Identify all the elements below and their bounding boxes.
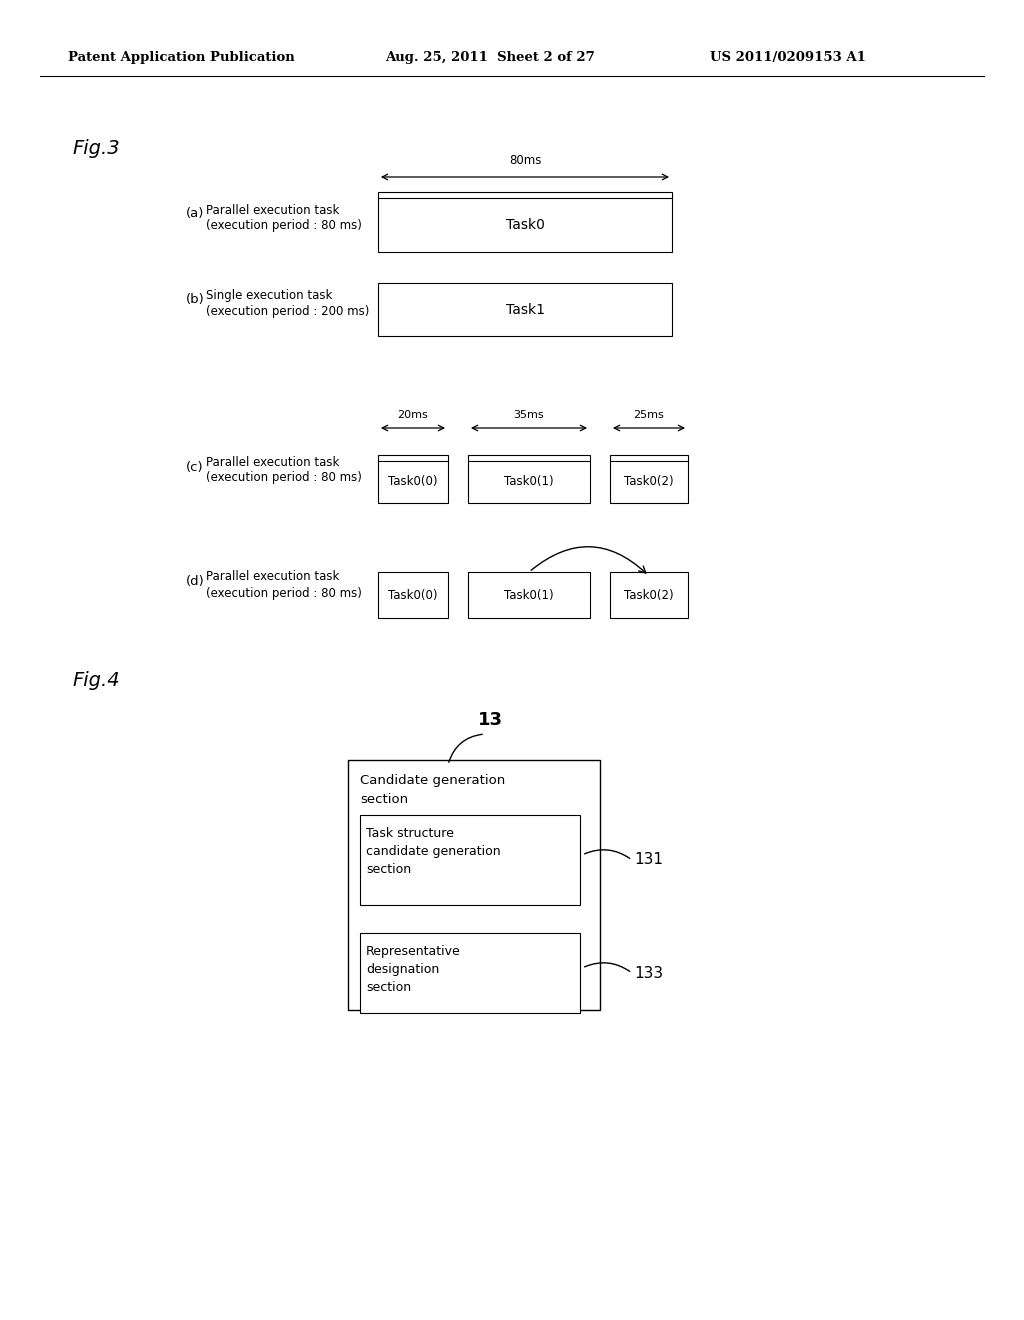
Text: Fig.4: Fig.4	[72, 671, 120, 689]
Bar	[348, 760, 600, 1010]
Text: Task0(2): Task0(2)	[625, 589, 674, 602]
Text: Task0: Task0	[506, 218, 545, 232]
Text: 133: 133	[634, 965, 664, 981]
Text: (c): (c)	[186, 461, 204, 474]
Text: section: section	[360, 793, 409, 807]
Text: 13: 13	[477, 711, 503, 729]
Text: Task0(0): Task0(0)	[388, 475, 437, 488]
Text: Parallel execution task: Parallel execution task	[206, 203, 339, 216]
Text: section: section	[366, 863, 411, 876]
Text: (execution period : 80 ms): (execution period : 80 ms)	[206, 586, 361, 599]
Text: 35ms: 35ms	[514, 411, 545, 420]
Text: US 2011/0209153 A1: US 2011/0209153 A1	[710, 51, 866, 65]
Text: Task0(1): Task0(1)	[504, 475, 554, 488]
Bar	[360, 814, 580, 906]
Text: Task structure: Task structure	[366, 828, 454, 840]
Bar	[360, 933, 580, 1012]
Bar	[378, 282, 672, 337]
Text: Task0(1): Task0(1)	[504, 589, 554, 602]
Text: 25ms: 25ms	[634, 411, 665, 420]
Text: (b): (b)	[186, 293, 205, 305]
Bar	[468, 572, 590, 618]
Text: Aug. 25, 2011  Sheet 2 of 27: Aug. 25, 2011 Sheet 2 of 27	[385, 51, 595, 65]
Text: 131: 131	[634, 853, 663, 867]
Text: (execution period : 80 ms): (execution period : 80 ms)	[206, 219, 361, 231]
Text: (execution period : 80 ms): (execution period : 80 ms)	[206, 471, 361, 484]
Bar	[378, 191, 672, 252]
Bar	[378, 455, 449, 503]
Text: candidate generation: candidate generation	[366, 845, 501, 858]
Text: Candidate generation: Candidate generation	[360, 774, 505, 787]
Text: (d): (d)	[186, 576, 205, 589]
Text: Patent Application Publication: Patent Application Publication	[68, 51, 295, 65]
Text: Fig.3: Fig.3	[72, 139, 120, 157]
Text: designation: designation	[366, 964, 439, 975]
Text: Representative: Representative	[366, 945, 461, 958]
Text: Task1: Task1	[506, 302, 545, 317]
Text: 80ms: 80ms	[509, 154, 542, 168]
Bar	[378, 572, 449, 618]
Text: Parallel execution task: Parallel execution task	[206, 455, 339, 469]
Text: (a): (a)	[186, 207, 205, 220]
Text: Parallel execution task: Parallel execution task	[206, 570, 339, 583]
Text: 20ms: 20ms	[397, 411, 428, 420]
Text: Task0(2): Task0(2)	[625, 475, 674, 488]
Text: section: section	[366, 981, 411, 994]
Text: (execution period : 200 ms): (execution period : 200 ms)	[206, 305, 370, 318]
Bar	[468, 455, 590, 503]
Text: Single execution task: Single execution task	[206, 289, 333, 301]
Bar	[610, 572, 688, 618]
Text: Task0(0): Task0(0)	[388, 589, 437, 602]
Bar	[610, 455, 688, 503]
